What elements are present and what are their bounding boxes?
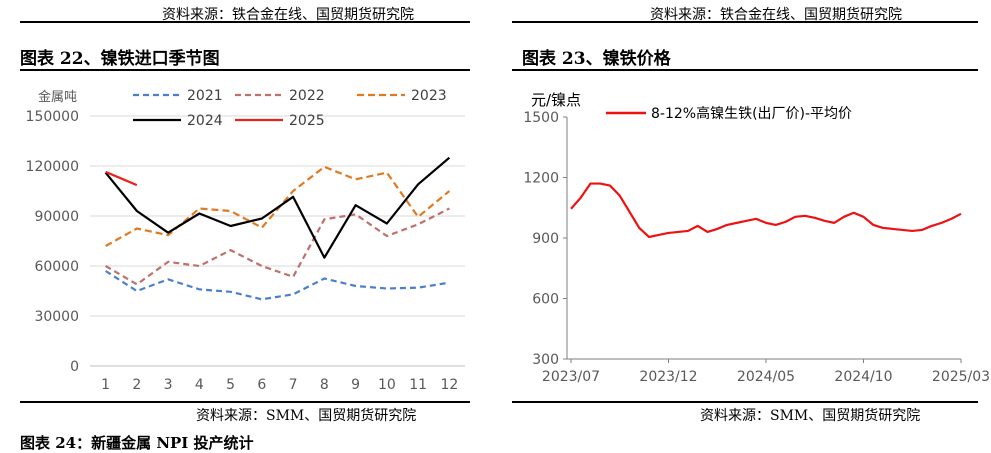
y-tick-label: 30000 [34, 309, 79, 325]
price-series-line [570, 182, 962, 239]
x-tick-label: 10 [378, 377, 396, 393]
y-tick-label: 150000 [26, 109, 79, 125]
legend-label-price: 8-12%高镍生铁(出厂价)-平均价 [651, 105, 852, 122]
x-tick-label: 2025/03 [932, 369, 990, 385]
x-tick-label: 2023/07 [542, 369, 600, 385]
x-tick-label: 2024/05 [737, 369, 795, 385]
series-line-2025 [105, 170, 138, 187]
left-source-top: 资料来源：铁合金在线、国贸期货研究院 [162, 7, 414, 23]
series-line-2021 [105, 270, 450, 301]
series-line-2022 [105, 207, 450, 286]
y-tick-label: 60000 [34, 259, 79, 275]
x-tick-label: 6 [257, 377, 266, 393]
y-tick-label: 900 [532, 231, 559, 247]
x-tick-label: 9 [351, 377, 360, 393]
series-line-2024 [104, 156, 451, 259]
left-y-axis-label: 金属吨 [38, 89, 77, 105]
left-title-top-rule [20, 21, 470, 23]
left-source-rule [20, 401, 470, 403]
left-chart-title: 图表 22、镍铁进口季节图 [20, 49, 220, 69]
x-tick-label: 4 [195, 377, 204, 393]
x-tick-label: 5 [226, 377, 235, 393]
right-price-chart: 300 600 900 1200 1500 2023/07 2023/12 2024/05 2… [523, 91, 990, 385]
y-tick-label: 90000 [34, 209, 79, 225]
right-source-bottom: 资料来源：SMM、国贸期货研究院 [700, 408, 921, 424]
right-title-bottom-rule [512, 69, 978, 71]
right-chart-title: 图表 23、镍铁价格 [522, 49, 671, 69]
legend-label-2024: 2024 [187, 113, 223, 129]
x-tick-label: 3 [164, 377, 173, 393]
x-tick-label: 12 [440, 377, 458, 393]
x-tick-label: 8 [320, 377, 329, 393]
x-tick-label: 2023/12 [639, 369, 697, 385]
y-tick-label: 300 [532, 352, 559, 368]
y-tick-label: 120000 [26, 159, 79, 175]
legend-label-2023: 2023 [411, 88, 447, 104]
right-y-axis-label: 元/镍点 [531, 91, 581, 109]
right-source-rule [512, 401, 978, 403]
left-source-bottom: 资料来源：SMM、国贸期货研究院 [196, 408, 417, 424]
x-tick-label: 1 [101, 377, 110, 393]
x-tick-label: 7 [289, 377, 298, 393]
right-title-top-rule [512, 21, 978, 23]
x-tick-label: 2024/10 [834, 369, 892, 385]
y-tick-label: 0 [70, 359, 79, 375]
next-figure-caption: 图表 24：新疆金属 NPI 投产统计 [20, 434, 254, 452]
legend-label-2025: 2025 [289, 113, 325, 129]
y-tick-label: 600 [532, 292, 559, 308]
y-tick-label: 1200 [523, 171, 559, 187]
legend-label-2022: 2022 [289, 88, 325, 104]
series-line-2023 [105, 165, 451, 247]
x-tick-label: 11 [409, 377, 427, 393]
left-title-bottom-rule [20, 69, 470, 71]
right-source-top: 资料来源：铁合金在线、国贸期货研究院 [650, 7, 902, 23]
legend-label-2021: 2021 [187, 88, 223, 104]
y-tick-label: 1500 [523, 110, 559, 126]
x-tick-label: 2 [132, 377, 141, 393]
